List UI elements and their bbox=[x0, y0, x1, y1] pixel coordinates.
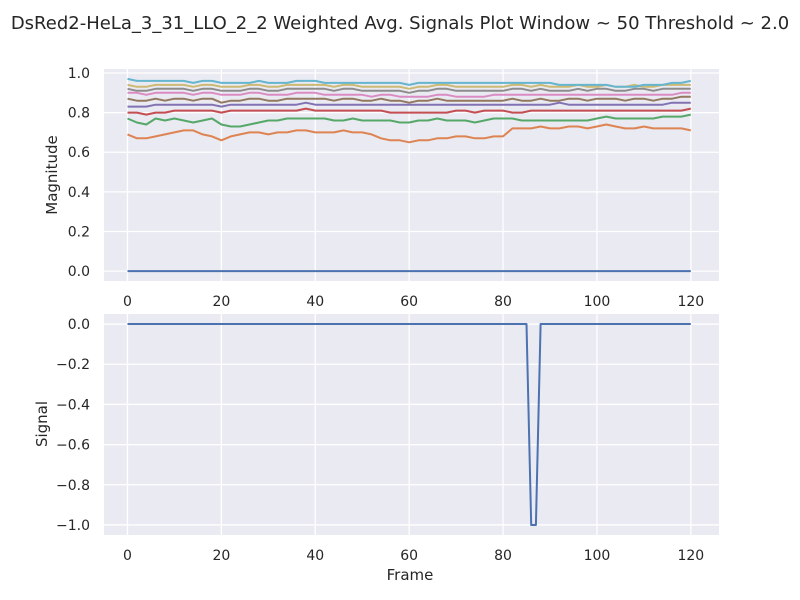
signal-plot-area bbox=[104, 314, 719, 535]
signal-x-tick-label: 120 bbox=[677, 548, 704, 564]
signal-y-tick-label: 0.0 bbox=[68, 317, 90, 333]
signal-x-tick-label: 40 bbox=[306, 548, 324, 564]
signal-y-tick-label: −0.8 bbox=[56, 478, 90, 494]
magnitude-series-line-6 bbox=[127, 95, 691, 104]
magnitude-series-line-4 bbox=[127, 107, 692, 116]
signal-x-tick-label: 0 bbox=[123, 548, 132, 564]
signal-lines bbox=[127, 323, 691, 526]
signal-y-ticks: 0.0 −0.2 −0.4 −0.6 −0.8 −1.0 bbox=[56, 317, 90, 534]
magnitude-y-ticks: 0.0 0.2 0.4 0.6 0.8 1.0 bbox=[68, 66, 90, 280]
magnitude-x-ticks: 0 20 40 60 80 100 120 bbox=[123, 294, 704, 310]
magnitude-y-tick-label: 0.0 bbox=[68, 264, 90, 280]
figure-title: DsRed2-HeLa_3_31_LLO_2_2 Weighted Avg. S… bbox=[11, 13, 789, 34]
signal-y-label: Signal bbox=[33, 401, 51, 447]
magnitude-series-line-7 bbox=[127, 91, 691, 98]
magnitude-y-tick-label: 0.6 bbox=[68, 145, 90, 161]
signal-series-line-1 bbox=[127, 323, 691, 526]
magnitude-y-label: Magnitude bbox=[43, 135, 61, 214]
magnitude-x-tick-label: 20 bbox=[212, 294, 230, 310]
signal-y-tick-label: −0.2 bbox=[56, 357, 90, 373]
signal-x-tick-label: 60 bbox=[400, 548, 418, 564]
signal-y-tick-label: −0.4 bbox=[56, 397, 90, 413]
signal-x-tick-label: 80 bbox=[494, 548, 512, 564]
signal-x-tick-label: 100 bbox=[584, 548, 611, 564]
magnitude-x-tick-label: 100 bbox=[584, 294, 611, 310]
magnitude-x-tick-label: 40 bbox=[306, 294, 324, 310]
magnitude-series-line-8 bbox=[127, 87, 691, 94]
magnitude-axes: 0 20 40 60 80 100 120 0.0 0.2 0.4 0.6 0.8 1.0 Magni… bbox=[43, 66, 719, 310]
magnitude-series-line-9 bbox=[127, 83, 691, 90]
signal-x-ticks: 0 20 40 60 80 100 120 bbox=[123, 548, 704, 564]
magnitude-y-tick-label: 0.2 bbox=[68, 224, 90, 240]
magnitude-x-tick-label: 0 bbox=[123, 294, 132, 310]
magnitude-x-tick-label: 120 bbox=[677, 294, 704, 310]
magnitude-series-line-3 bbox=[127, 113, 692, 128]
frame-x-label: Frame bbox=[387, 566, 434, 584]
magnitude-series-line-2 bbox=[127, 123, 692, 144]
magnitude-x-tick-label: 60 bbox=[400, 294, 418, 310]
magnitude-y-tick-label: 0.4 bbox=[68, 185, 90, 201]
signal-axes: 0 20 40 60 80 100 120 0.0−0.2−0.4−0.6−0.8−1.0 … bbox=[33, 314, 719, 584]
magnitude-y-tick-label: 1.0 bbox=[68, 66, 90, 82]
magnitude-x-tick-label: 80 bbox=[494, 294, 512, 310]
signal-y-tick-label: −1.0 bbox=[56, 518, 90, 534]
magnitude-lines bbox=[127, 77, 692, 273]
signal-y-tick-label: −0.6 bbox=[56, 438, 90, 454]
magnitude-series-line-5 bbox=[127, 101, 691, 108]
signal-x-tick-label: 20 bbox=[212, 548, 230, 564]
magnitude-y-tick-label: 0.8 bbox=[68, 106, 90, 122]
magnitude-series-line-10 bbox=[127, 77, 692, 88]
